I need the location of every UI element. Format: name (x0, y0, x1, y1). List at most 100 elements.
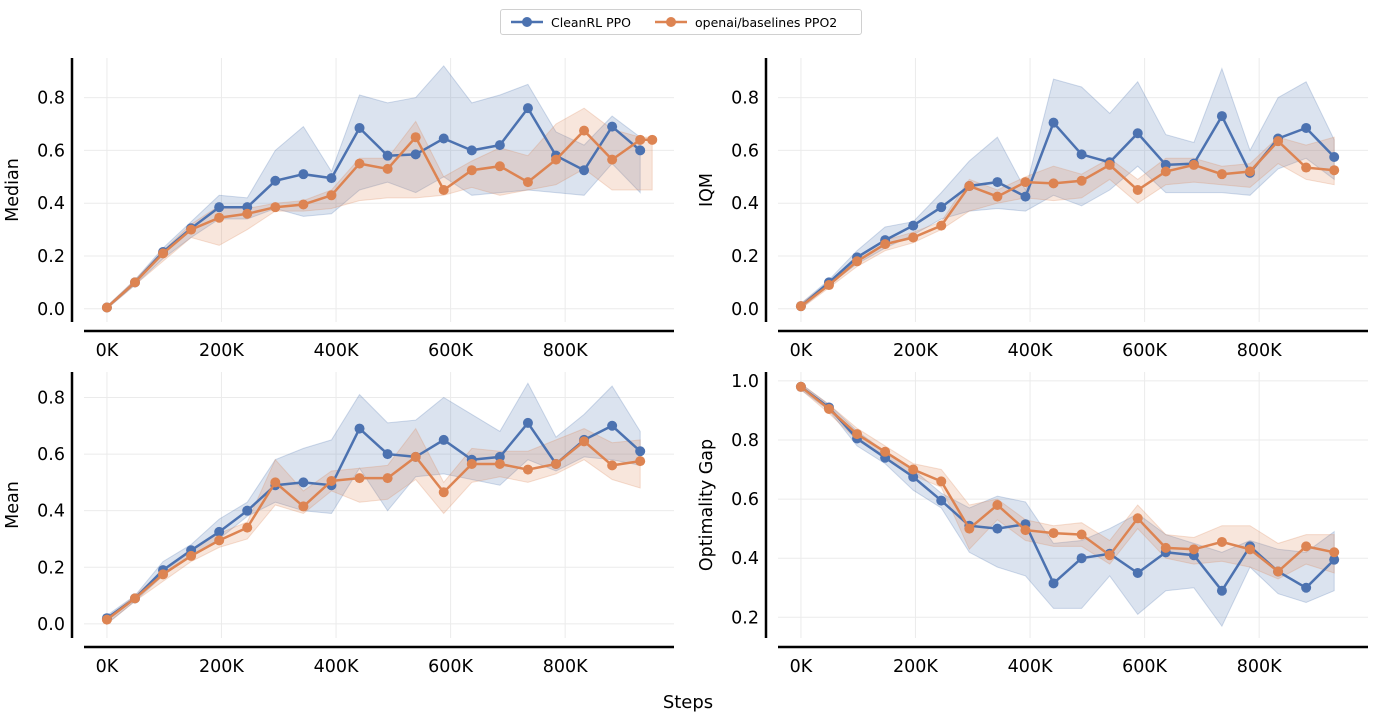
data-point-openai-baselines-ppo2 (1301, 541, 1312, 552)
data-point-openai-baselines-ppo2 (880, 446, 891, 457)
data-point-openai-baselines-ppo2 (158, 248, 169, 259)
data-point-openai-baselines-ppo2 (1160, 166, 1171, 177)
data-point-openai-baselines-ppo2 (326, 190, 337, 201)
data-point-cleanrl-ppo (1132, 567, 1143, 578)
data-point-cleanrl-ppo (1301, 122, 1312, 133)
data-point-cleanrl-ppo (1329, 152, 1340, 162)
data-point-openai-baselines-ppo2 (579, 436, 590, 447)
data-point-openai-baselines-ppo2 (410, 451, 421, 462)
data-point-openai-baselines-ppo2 (1301, 162, 1312, 173)
data-point-openai-baselines-ppo2 (880, 239, 891, 250)
data-point-openai-baselines-ppo2 (964, 181, 975, 192)
data-point-openai-baselines-ppo2 (1160, 542, 1171, 553)
data-point-openai-baselines-ppo2 (607, 460, 618, 471)
confidence-band-cleanrl-ppo (106, 65, 641, 310)
x-tick-label: 400K (314, 657, 359, 677)
y-tick-label: 0.2 (731, 608, 759, 628)
y-tick-label: 0.8 (731, 431, 759, 451)
data-point-cleanrl-ppo (466, 145, 477, 156)
data-point-cleanrl-ppo (438, 133, 449, 144)
series-line-cleanrl-ppo (106, 420, 642, 620)
y-tick-label: 1.0 (731, 372, 759, 392)
y-tick-label: 0.2 (731, 247, 759, 267)
chart-panel-iqm: 0K 200K 400K 600K 800K 0.0 0.2 0.4 0.6 0.8 IQM (697, 58, 1368, 361)
data-point-openai-baselines-ppo2 (1188, 544, 1199, 555)
data-point-cleanrl-ppo (579, 165, 590, 176)
data-point-openai-baselines-ppo2 (354, 158, 365, 169)
data-point-cleanrl-ppo (1301, 582, 1312, 593)
x-tick-label: 0K (790, 341, 813, 361)
data-point-openai-baselines-ppo2 (1329, 165, 1340, 176)
data-point-openai-baselines-ppo2 (129, 277, 140, 288)
legend-item-baselines[interactable]: openai/baselines PPO2 (655, 15, 837, 30)
y-tick-label: 0.0 (731, 300, 759, 320)
legend: CleanRL PPO openai/baselines PPO2 (500, 9, 862, 35)
confidence-band-openai-baselines-ppo2 (106, 427, 641, 625)
x-tick-label: 0K (790, 657, 813, 677)
data-point-cleanrl-ppo (382, 449, 393, 460)
data-point-openai-baselines-ppo2 (382, 163, 393, 174)
data-point-cleanrl-ppo (214, 202, 225, 213)
data-point-openai-baselines-ppo2 (579, 125, 590, 136)
data-point-cleanrl-ppo (1048, 117, 1059, 128)
legend-item-cleanrl[interactable]: CleanRL PPO (511, 15, 631, 30)
y-tick-label: 0.2 (37, 558, 65, 578)
confidence-band-cleanrl-ppo (800, 382, 1335, 628)
y-tick-label: 0.2 (37, 247, 65, 267)
series-line-cleanrl-ppo (800, 385, 1336, 593)
data-point-openai-baselines-ppo2 (992, 500, 1003, 510)
y-axis-label: Mean (3, 481, 23, 529)
series-line-cleanrl-ppo (800, 113, 1336, 308)
data-point-cleanrl-ppo (1216, 585, 1227, 596)
data-point-cleanrl-ppo (410, 149, 421, 160)
data-point-openai-baselines-ppo2 (382, 473, 393, 484)
data-point-openai-baselines-ppo2 (1048, 178, 1059, 189)
y-tick-label: 0.8 (731, 89, 759, 109)
data-point-cleanrl-ppo (936, 202, 947, 213)
y-tick-label: 0.4 (731, 194, 759, 214)
data-point-openai-baselines-ppo2 (852, 429, 863, 440)
x-tick-label: 200K (199, 341, 244, 361)
data-point-openai-baselines-ppo2 (270, 202, 281, 213)
data-point-openai-baselines-ppo2 (823, 280, 834, 291)
y-axis-label: IQM (697, 173, 717, 207)
data-point-openai-baselines-ppo2 (551, 458, 561, 469)
y-tick-label: 0.4 (37, 502, 65, 522)
data-point-openai-baselines-ppo2 (1048, 528, 1059, 539)
legend-marker-cleanrl-icon (511, 17, 543, 27)
y-tick-label: 0.8 (37, 388, 65, 408)
data-point-openai-baselines-ppo2 (466, 165, 477, 176)
data-point-openai-baselines-ppo2 (494, 161, 505, 172)
data-point-cleanrl-ppo (1020, 191, 1031, 202)
y-tick-label: 0.0 (37, 300, 65, 320)
x-tick-label: 0K (96, 657, 119, 677)
data-point-openai-baselines-ppo2 (1132, 185, 1143, 195)
data-point-openai-baselines-ppo2 (635, 456, 646, 467)
data-point-cleanrl-ppo (607, 121, 618, 132)
x-tick-label: 400K (314, 341, 359, 361)
data-point-openai-baselines-ppo2 (852, 256, 863, 267)
chart-panel-mean: 0K 200K 400K 600K 800K 0.0 0.2 0.4 0.6 0.8 Mean (3, 372, 674, 677)
x-tick-label: 600K (428, 341, 473, 361)
data-point-openai-baselines-ppo2 (908, 464, 919, 475)
data-point-cleanrl-ppo (992, 523, 1003, 534)
legend-marker-baselines-icon (655, 17, 688, 27)
data-point-openai-baselines-ppo2 (936, 220, 947, 231)
data-point-openai-baselines-ppo2 (823, 403, 834, 414)
data-point-cleanrl-ppo (522, 103, 533, 114)
data-point-cleanrl-ppo (242, 505, 253, 516)
y-tick-label: 0.4 (731, 549, 759, 569)
y-tick-label: 0.8 (37, 89, 65, 109)
x-tick-label: 200K (893, 657, 938, 677)
y-axis-label: Optimality Gap (697, 439, 717, 571)
data-point-openai-baselines-ppo2 (647, 134, 658, 145)
x-tick-label: 200K (893, 341, 938, 361)
confidence-band-cleanrl-ppo (800, 67, 1335, 310)
data-point-cleanrl-ppo (908, 471, 919, 482)
data-point-openai-baselines-ppo2 (1273, 566, 1284, 577)
data-point-cleanrl-ppo (494, 451, 505, 462)
y-tick-label: 0.0 (37, 615, 65, 635)
data-point-openai-baselines-ppo2 (1216, 169, 1227, 180)
data-point-openai-baselines-ppo2 (354, 473, 365, 484)
data-point-cleanrl-ppo (607, 420, 618, 431)
